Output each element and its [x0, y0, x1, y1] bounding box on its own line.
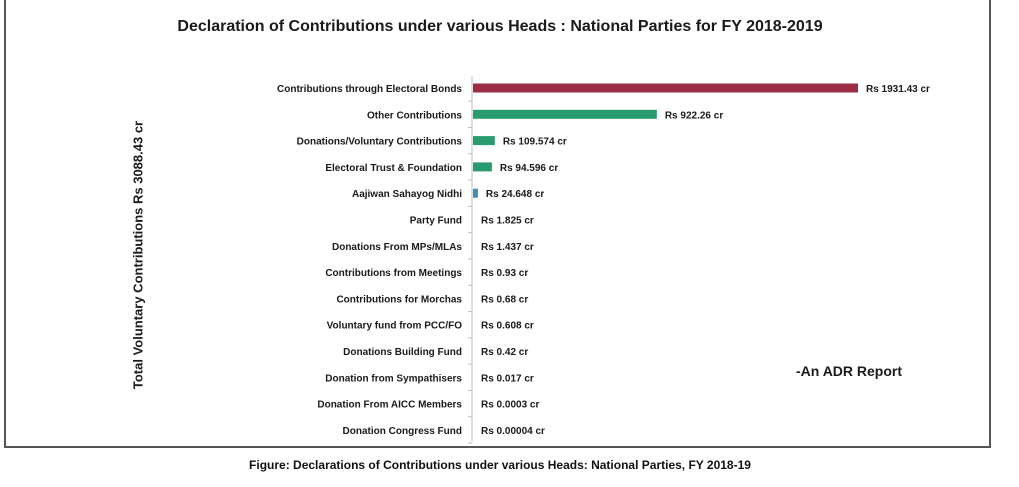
- category-label: Contributions from Meetings: [325, 268, 462, 279]
- data-label: Rs 0.68 cr: [481, 294, 528, 305]
- category-axis: [468, 76, 473, 444]
- data-label: Rs 94.596 cr: [500, 163, 558, 174]
- figure-caption: Figure: Declarations of Contributions un…: [249, 458, 751, 472]
- bar: [473, 109, 657, 119]
- data-label: Rs 0.017 cr: [481, 373, 534, 384]
- category-label: Electoral Trust & Foundation: [325, 163, 462, 174]
- category-label: Donations From MPs/MLAs: [332, 242, 462, 253]
- data-label: Rs 0.93 cr: [481, 268, 528, 279]
- category-label: Donation From AICC Members: [317, 400, 462, 411]
- data-label: Rs 24.648 cr: [486, 189, 544, 200]
- chart-frame: [4, 0, 991, 448]
- source-note: -An ADR Report: [796, 363, 903, 379]
- data-label: Rs 0.0003 cr: [481, 400, 539, 411]
- data-label: Rs 0.42 cr: [481, 347, 528, 358]
- category-label: Donations Building Fund: [343, 347, 462, 358]
- category-label: Contributions through Electoral Bonds: [277, 84, 462, 95]
- data-label: Rs 1.825 cr: [481, 216, 534, 227]
- bars: [473, 83, 858, 198]
- data-label: Rs 109.574 cr: [503, 137, 567, 148]
- bar: [473, 162, 492, 172]
- data-label: Rs 922.26 cr: [665, 110, 723, 121]
- category-label: Voluntary fund from PCC/FO: [327, 321, 463, 332]
- category-label: Donations/Voluntary Contributions: [297, 137, 463, 148]
- category-label: Party Fund: [410, 216, 462, 227]
- data-label: Rs 0.00004 cr: [481, 426, 545, 437]
- category-label: Other Contributions: [367, 110, 462, 121]
- category-labels: Contributions through Electoral Bonds Oth…: [277, 84, 462, 437]
- category-label: Donation Congress Fund: [343, 426, 462, 437]
- bar: [473, 136, 495, 146]
- bar: [473, 83, 858, 93]
- data-label: Rs 1.437 cr: [481, 242, 534, 253]
- category-label: Donation from Sympathisers: [325, 373, 462, 384]
- chart-title: Declaration of Contributions under vario…: [177, 18, 823, 35]
- bar: [473, 188, 478, 198]
- category-label: Contributions for Morchas: [336, 294, 462, 305]
- bar-chart-plot: Contributions through Electoral Bonds Oth…: [277, 76, 930, 444]
- data-label: Rs 0.608 cr: [481, 321, 534, 332]
- data-label: Rs 1931.43 cr: [866, 84, 930, 95]
- category-label: Aajiwan Sahayog Nidhi: [352, 189, 462, 200]
- value-labels: Rs 1931.43 cr Rs 922.26 cr Rs 109.574 cr Rs…: [481, 84, 930, 437]
